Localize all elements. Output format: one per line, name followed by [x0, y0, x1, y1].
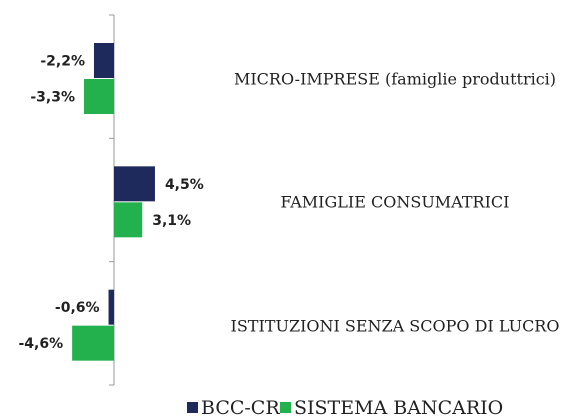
- bar: [108, 289, 114, 325]
- legend-label: BCC-CR: [201, 397, 280, 419]
- bar: [114, 166, 155, 202]
- bar: [93, 43, 114, 78]
- legend-label: SISTEMA BANCARIO: [294, 397, 503, 419]
- value-label: 3,1%: [152, 213, 191, 229]
- value-label: -4,6%: [18, 336, 63, 352]
- legend-swatch: [187, 402, 198, 413]
- category-label: FAMIGLIE CONSUMATRICI: [280, 192, 510, 212]
- value-label: -3,3%: [30, 90, 75, 106]
- category-label: MICRO-IMPRESE (famiglie produttrici): [233, 69, 557, 89]
- bar: [83, 79, 114, 114]
- category-label: ISTITUZIONI SENZA SCOPO DI LUCRO: [230, 316, 560, 336]
- value-label: 4,5%: [165, 177, 204, 193]
- legend-swatch: [280, 402, 291, 413]
- value-label: -0,6%: [55, 300, 100, 316]
- bar: [72, 325, 114, 361]
- value-label: -2,2%: [40, 54, 85, 70]
- bar: [114, 202, 143, 238]
